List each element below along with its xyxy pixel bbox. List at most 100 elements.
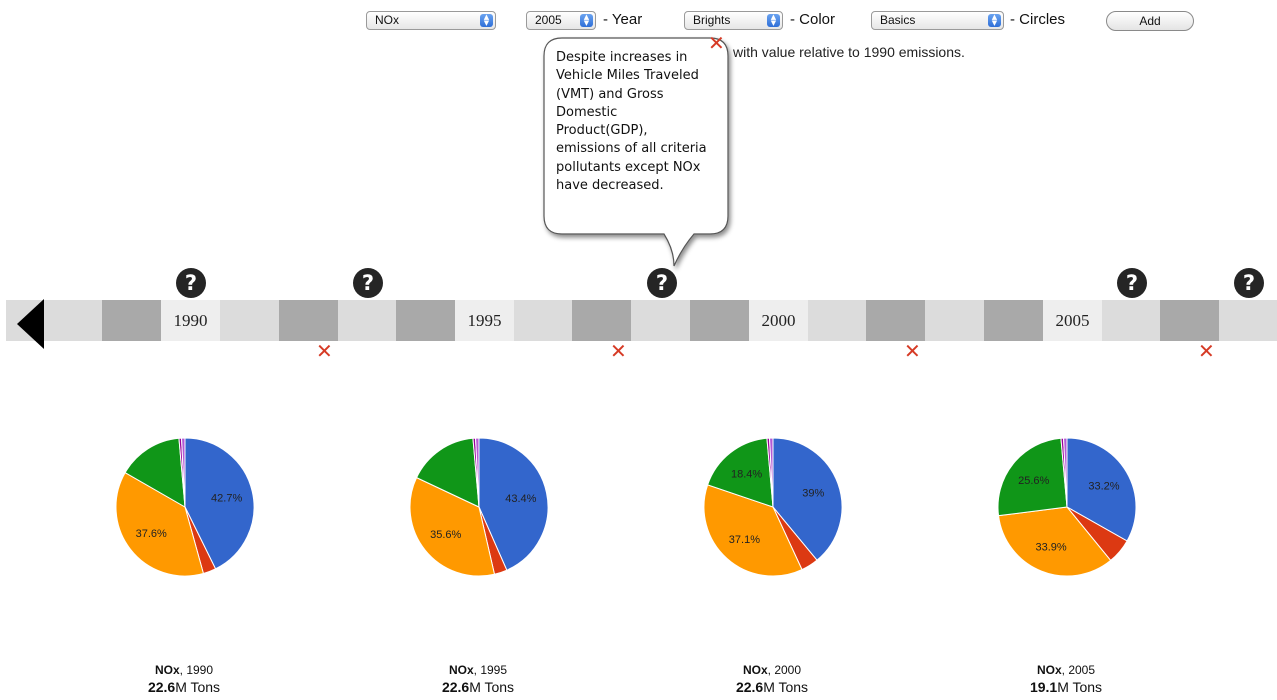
callout-line: Product(GDP), (556, 123, 648, 139)
circles-select[interactable]: Basics ▲ ▼ (871, 11, 1004, 30)
callout-bubble (543, 37, 729, 267)
callout-line: Domestic (556, 104, 618, 120)
caption-total: 22.6 (441, 679, 470, 695)
pie-slice[interactable] (772, 437, 843, 561)
timeline-block[interactable] (279, 300, 338, 341)
pie-slice[interactable] (707, 437, 774, 508)
pie-slice[interactable] (115, 471, 205, 577)
timeline-block[interactable] (866, 300, 925, 341)
caption-pollutant: NOx (154, 663, 180, 677)
callout-line: (VMT) and Gross (556, 86, 664, 102)
pie-slice-label: 33.9% (1036, 542, 1067, 554)
pie-slice[interactable] (997, 506, 1112, 577)
pie-chart-1995: 43.4% 35.6% (409, 437, 549, 577)
back-arrow-icon[interactable] (17, 299, 44, 349)
timeline-block[interactable] (690, 300, 749, 341)
pie-slice[interactable] (409, 476, 496, 577)
pie-slice[interactable] (478, 437, 549, 571)
pie-slice[interactable] (415, 437, 480, 508)
pie-slice-label: 42.7% (211, 492, 242, 504)
pie-chart-2000: 39% 37.1% 18.4% (703, 437, 843, 577)
caption-unit: M Tons (763, 679, 809, 695)
select-arrows-icon: ▲ ▼ (580, 14, 593, 27)
remove-marker-icon[interactable]: ✕ (316, 339, 333, 363)
pie-slice-label: 18.4% (731, 468, 762, 480)
timeline-year-2000[interactable]: 2000 (749, 300, 808, 341)
caption-year: 1995 (480, 663, 508, 677)
year-select[interactable]: 2005 ▲ ▼ (526, 11, 596, 30)
caption-total: 22.6 (147, 679, 176, 695)
help-icon[interactable]: ? (1117, 268, 1147, 298)
timeline-block[interactable] (572, 300, 631, 341)
callout-line: Vehicle Miles Traveled (556, 68, 699, 84)
pie-slice[interactable] (124, 437, 186, 508)
callout-line: Despite increases in (556, 50, 688, 65)
caption-year: 2005 (1068, 663, 1096, 677)
pie-chart-1990: 42.7% 37.6% (115, 437, 255, 577)
year-label: - Year (603, 11, 643, 28)
pie-slice-label: 37.1% (729, 534, 760, 546)
pie-chart-2005: 33.2% 33.9% 25.6% (997, 437, 1137, 577)
pie-slice-label: 43.4% (505, 493, 536, 505)
add-button[interactable]: Add (1106, 11, 1194, 31)
select-arrows-icon: ▲ ▼ (767, 14, 780, 27)
caption-year: 1990 (186, 663, 214, 677)
year-select-value: 2005 (535, 13, 562, 27)
timeline-block[interactable] (102, 300, 161, 341)
color-label: - Color (790, 11, 836, 28)
pie-slice-label: 37.6% (136, 528, 167, 540)
pie-slice-label: 35.6% (430, 529, 461, 541)
pie-slice-label: 39% (802, 488, 824, 500)
caption-year: 2000 (774, 663, 802, 677)
pie-slice[interactable] (769, 437, 774, 508)
pie-slice[interactable] (1063, 437, 1068, 508)
help-icon[interactable]: ? (176, 268, 206, 298)
color-select[interactable]: Brights ▲ ▼ (684, 11, 783, 30)
pie-caption-2005: NOx, 2005 19.1M Tons (1029, 663, 1103, 695)
pie-slice[interactable] (184, 437, 255, 570)
pie-slice-label: 25.6% (1018, 475, 1049, 487)
remove-marker-icon[interactable]: ✕ (610, 339, 627, 363)
pie-caption-1995: NOx, 1995 22.6M Tons (441, 663, 515, 695)
help-icon[interactable]: ? (353, 268, 383, 298)
callout-line: emissions of all criteria (556, 141, 707, 157)
pollutant-select[interactable]: NOx ▲ ▼ (366, 11, 496, 30)
caption-unit: M Tons (175, 679, 221, 695)
callout-line: pollutants except NOx (556, 159, 701, 175)
remove-marker-icon[interactable]: ✕ (904, 339, 921, 363)
pie-caption-2000: NOx, 2000 22.6M Tons (735, 663, 809, 695)
info-text: with value relative to 1990 emissions. (733, 44, 965, 60)
timeline-block[interactable] (1160, 300, 1219, 341)
caption-pollutant: NOx (742, 663, 768, 677)
caption-unit: M Tons (469, 679, 515, 695)
timeline-block[interactable] (396, 300, 455, 341)
timeline-year-1990[interactable]: 1990 (161, 300, 220, 341)
pie-slice-label: 33.2% (1088, 480, 1119, 492)
select-arrows-icon: ▲ ▼ (988, 14, 1001, 27)
pie-slice[interactable] (1066, 437, 1137, 542)
circles-label: - Circles (1010, 11, 1065, 28)
select-arrows-icon: ▲ ▼ (480, 14, 493, 27)
pollutant-select-value: NOx (375, 13, 399, 27)
callout-line: have decreased. (556, 178, 664, 194)
caption-unit: M Tons (1057, 679, 1103, 695)
caption-total: 22.6 (735, 679, 764, 695)
help-icon[interactable]: ? (647, 268, 677, 298)
help-icon[interactable]: ? (1234, 268, 1264, 298)
pie-slice[interactable] (475, 437, 480, 508)
caption-total: 19.1 (1029, 679, 1058, 695)
remove-marker-icon[interactable]: ✕ (1198, 339, 1215, 363)
timeline-year-1995[interactable]: 1995 (455, 300, 514, 341)
close-callout-icon[interactable]: ✕ (708, 31, 725, 55)
pie-slice[interactable] (181, 437, 186, 508)
pie-slice[interactable] (997, 437, 1068, 517)
color-select-value: Brights (693, 13, 731, 27)
timeline-year-2005[interactable]: 2005 (1043, 300, 1102, 341)
pie-caption-1990: NOx, 1990 22.6M Tons (147, 663, 221, 695)
pie-slice[interactable] (703, 484, 803, 577)
caption-pollutant: NOx (448, 663, 474, 677)
timeline-block[interactable] (984, 300, 1043, 341)
circles-select-value: Basics (880, 13, 916, 27)
callout-text: Despite increases in Vehicle Miles Trave… (556, 49, 722, 195)
caption-pollutant: NOx (1036, 663, 1062, 677)
